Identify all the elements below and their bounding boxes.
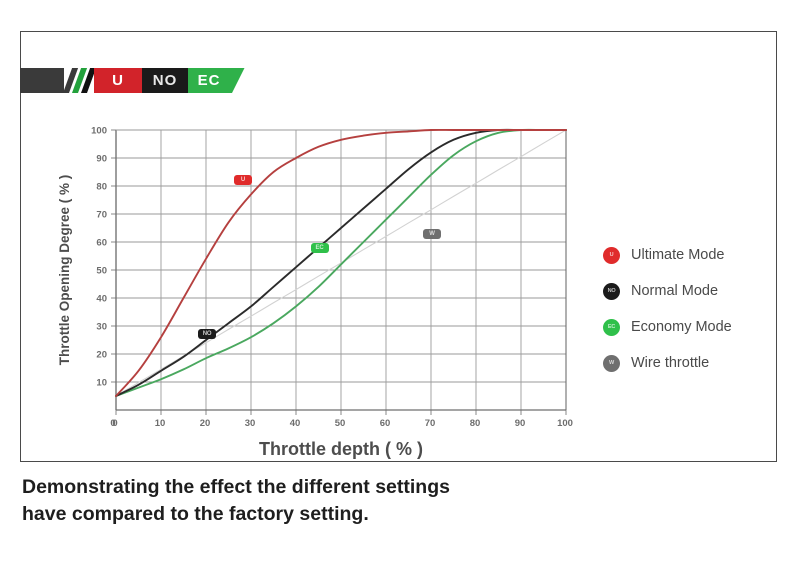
figure-caption: Demonstrating the effect the different s… (22, 474, 662, 528)
x-tick-label: 80 (470, 418, 481, 429)
x-tick-label: 10 (155, 418, 166, 429)
legend-item: NO Normal Mode (603, 273, 783, 309)
y-tick-label: 90 (96, 154, 107, 165)
legend-item-label: Normal Mode (631, 283, 719, 299)
logo-segment-u: U (94, 68, 142, 93)
legend-marker-icon: NO (603, 282, 620, 300)
x-tick-label: 60 (380, 418, 391, 429)
legend-item: W Wire throttle (603, 345, 783, 381)
logo-slashes (64, 68, 94, 93)
chart-svg: 0 10 20 30 40 50 60 70 80 90 100 10 20 30 40 50 60 70 80 90… (57, 126, 573, 460)
x-tick-label: 30 (245, 418, 256, 429)
curve-badge-ultimate: U (234, 175, 252, 186)
legend-item-label: Economy Mode (631, 319, 732, 335)
caption-line-2: have compared to the factory setting. (22, 502, 369, 525)
chart-legend: U Ultimate Mode NO Normal Mode EC Economy Mod… (603, 237, 783, 381)
y-tick-label: 70 (96, 210, 107, 221)
logo-dark-block (20, 68, 64, 93)
y-tick-label: 100 (91, 126, 107, 137)
y-axis-title: Throttle Opening Degree ( % ) (57, 175, 72, 366)
x-tick-label: 100 (557, 418, 573, 429)
legend-item: U Ultimate Mode (603, 237, 783, 273)
x-tick-label: 0 (112, 418, 117, 429)
y-tick-label: 20 (96, 350, 107, 361)
curve-badge-normal: NO (198, 329, 216, 340)
legend-marker-icon: EC (603, 318, 620, 336)
series-line-economy-mode (115, 128, 567, 397)
x-tick-label: 70 (425, 418, 436, 429)
x-tick-label: 20 (200, 418, 211, 429)
y-tick-label: 30 (96, 322, 107, 333)
y-tick-label: 40 (96, 294, 107, 305)
y-tick-label: 10 (96, 378, 107, 389)
caption-line-1: Demonstrating the effect the different s… (22, 476, 450, 498)
brand-logo: U NO EC (20, 68, 253, 93)
legend-item: EC Economy Mode (603, 309, 783, 345)
y-tick-label: 50 (96, 266, 107, 277)
series-line-ultimate-mode (115, 128, 567, 397)
legend-marker-icon: U (603, 246, 620, 264)
chart-panel: U NO EC 0 10 20 30 40 50 60 70 80 90 100 10 20 30 40 50… (20, 31, 777, 462)
x-axis-title: Throttle depth ( % ) (259, 439, 423, 459)
legend-marker-icon: W (603, 354, 620, 372)
curve-badge-economy: EC (310, 242, 329, 253)
x-tick-label: 90 (515, 418, 526, 429)
x-tick-label: 40 (290, 418, 301, 429)
legend-item-label: Wire throttle (631, 355, 710, 371)
y-origin-label: 0 (110, 418, 115, 429)
y-tick-label: 80 (96, 182, 107, 193)
plot-area: 0 10 20 30 40 50 60 70 80 90 100 10 20 30 40 50 60 70 80 90… (21, 32, 776, 461)
x-tick-label: 50 (335, 418, 346, 429)
curve-badge-wire: W (423, 228, 441, 239)
legend-item-label: Ultimate Mode (631, 247, 725, 263)
logo-segment-no: NO (142, 68, 188, 93)
y-tick-label: 60 (96, 238, 107, 249)
